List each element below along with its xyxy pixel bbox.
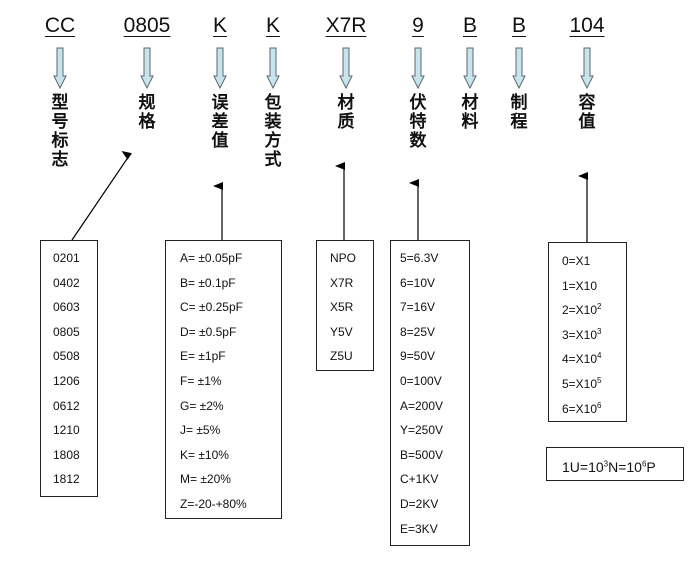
tolerance-item: A= ±0.05pF — [180, 251, 243, 265]
code-label: 制程 — [510, 93, 528, 132]
material-item: Z5U — [330, 349, 353, 364]
multiplier-list-box: 0=X1 1=X10 2=X102 3=X103 4=X104 5=X105 6=X106 — [548, 242, 627, 422]
multiplier-base: 2=X10 — [562, 303, 598, 318]
voltage-list-box: 5=6.3V 6=10V 7=16V 8=25V 9=50V 0=100V A=200V Y=… — [390, 240, 470, 546]
size-item: 1812 — [53, 472, 80, 487]
down-arrow-icon — [266, 47, 280, 90]
code-segment: B — [511, 14, 527, 37]
multiplier-exponent: 6 — [597, 400, 602, 410]
code-label: 误差值 — [211, 93, 229, 151]
multiplier-exponent: 2 — [597, 302, 602, 312]
voltage-item: B=500V — [400, 447, 444, 462]
tolerance-item: K= ±10% — [180, 447, 229, 462]
voltage-item: D=2KV — [400, 496, 439, 511]
size-item: 0805 — [53, 324, 80, 339]
size-item: 0603 — [53, 300, 80, 315]
multiplier-item: 4=X104 — [562, 344, 626, 369]
voltage-item: 9=50V — [400, 349, 436, 364]
down-arrow-icon — [213, 47, 227, 90]
unit-note-text: 1U=103N=106P — [562, 458, 656, 475]
down-arrow-icon — [53, 47, 67, 90]
multiplier-item: 1=X10 — [562, 271, 626, 296]
multiplier-item: 0=X1 — [562, 246, 626, 271]
tolerance-item: D= ±0.5pF — [180, 324, 237, 339]
code-label: 伏特数 — [409, 93, 427, 151]
multiplier-base: 1=X10 — [562, 278, 598, 293]
tolerance-item: M= ±20% — [180, 472, 231, 487]
voltage-item: C+1KV — [400, 472, 439, 487]
voltage-item: 5=6.3V — [400, 251, 439, 265]
code-segment: 0805 — [123, 14, 171, 37]
material-item: X5R — [330, 300, 354, 315]
multiplier-base: 3=X10 — [562, 327, 598, 342]
voltage-item: A=200V — [400, 398, 444, 413]
down-arrow-icon — [140, 47, 154, 90]
multiplier-exponent: 3 — [597, 326, 602, 336]
tolerance-item: E= ±1pF — [180, 349, 226, 364]
size-item: 0508 — [53, 349, 80, 364]
down-arrow-icon — [339, 47, 353, 90]
voltage-item: 6=10V — [400, 275, 436, 290]
multiplier-exponent: 5 — [597, 375, 602, 385]
code-segment: CC — [44, 14, 76, 37]
tolerance-item: F= ±1% — [180, 373, 222, 388]
material-item: Y5V — [330, 324, 353, 339]
down-arrow-icon — [580, 47, 594, 90]
down-arrow-icon — [463, 47, 477, 90]
voltage-item: Y=250V — [400, 423, 444, 438]
multiplier-item: 6=X106 — [562, 394, 626, 419]
code-segment: K — [265, 14, 281, 37]
code-label: 容值 — [578, 93, 596, 132]
unit-note-box: 1U=103N=106P — [546, 447, 684, 481]
tolerance-item: Z=-20-+80% — [180, 496, 247, 511]
down-arrow-icon — [411, 47, 425, 90]
code-label: 型号标志 — [51, 93, 69, 170]
size-item: 1210 — [53, 423, 80, 438]
tolerance-item: G= ±2% — [180, 398, 224, 413]
multiplier-base: 0=X1 — [562, 254, 591, 268]
multiplier-exponent: 4 — [597, 351, 602, 361]
multiplier-item: 2=X102 — [562, 295, 626, 320]
code-segment: B — [462, 14, 478, 37]
size-item: 1206 — [53, 373, 80, 388]
size-list-box: 0201 0402 0603 0805 0508 1206 0612 1210 1808 1812 — [40, 240, 98, 497]
multiplier-item: 5=X105 — [562, 369, 626, 394]
code-segment: X7R — [325, 14, 367, 37]
down-arrow-icon — [512, 47, 526, 90]
code-segment: 104 — [569, 14, 605, 37]
multiplier-base: 5=X10 — [562, 376, 598, 391]
voltage-item: 7=16V — [400, 300, 436, 315]
size-item: 1808 — [53, 447, 80, 462]
code-segment: 9 — [412, 14, 424, 37]
voltage-item: 8=25V — [400, 324, 436, 339]
tolerance-item: J= ±5% — [180, 423, 221, 438]
material-list-box: NPO X7R X5R Y5V Z5U — [316, 240, 374, 371]
tolerance-item: B= ±0.1pF — [180, 275, 236, 290]
multiplier-item: 3=X103 — [562, 320, 626, 345]
voltage-item: E=3KV — [400, 521, 438, 536]
code-label: 材质 — [337, 93, 355, 132]
material-item: X7R — [330, 275, 354, 290]
voltage-item: 0=100V — [400, 373, 442, 388]
code-label: 规格 — [138, 93, 156, 132]
multiplier-base: 4=X10 — [562, 352, 598, 367]
code-label: 材料 — [461, 93, 479, 132]
code-segment: K — [212, 14, 228, 37]
size-item: 0612 — [53, 398, 80, 413]
material-item: NPO — [330, 251, 357, 265]
tolerance-list-box: A= ±0.05pF B= ±0.1pF C= ±0.25pF D= ±0.5pF E=… — [165, 240, 282, 519]
pointer-arrow-size — [71, 150, 133, 241]
code-label: 包装方式 — [264, 93, 282, 170]
tolerance-item: C= ±0.25pF — [180, 300, 243, 315]
size-item: 0402 — [53, 275, 80, 290]
multiplier-base: 6=X10 — [562, 401, 598, 416]
size-item: 0201 — [53, 251, 80, 265]
